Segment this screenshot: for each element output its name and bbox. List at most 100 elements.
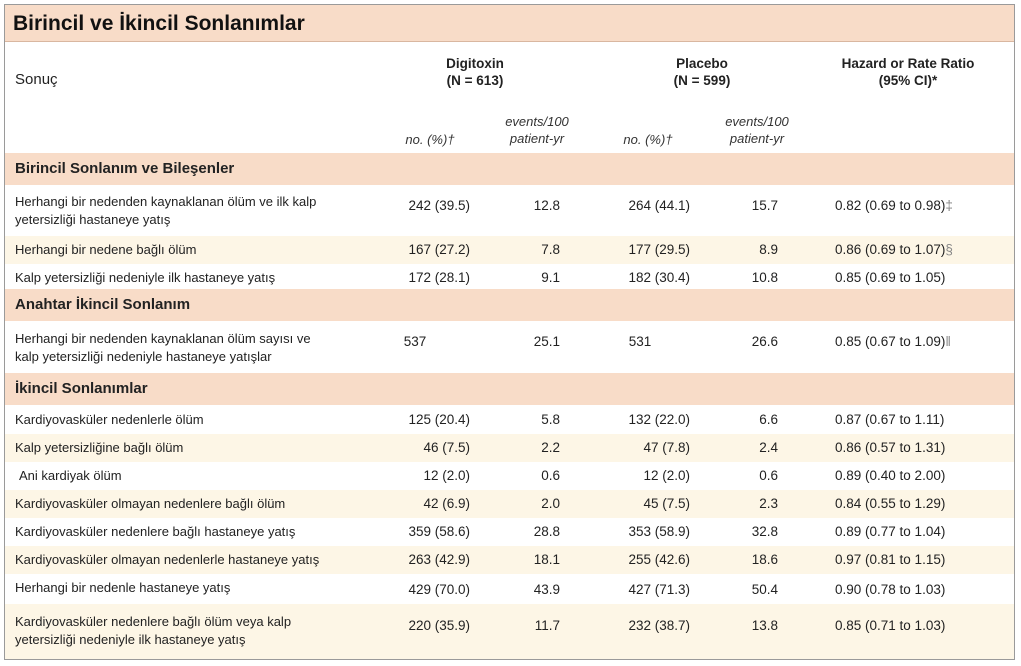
row-label-line2: kalp yetersizliği nedeniyle hastaneye ya…	[15, 349, 272, 364]
row-label: Herhangi bir nedenden kaynaklanan ölüm v…	[15, 193, 316, 229]
placebo-events-header: events/100 patient-yr	[717, 113, 797, 147]
placebo-header: Placebo (N = 599)	[642, 55, 762, 89]
placebo-events: 15.7	[751, 198, 778, 213]
hazard-ratio: 0.85 (0.67 to 1.09)‖	[835, 334, 995, 349]
section-secondary: İkincil Sonlanımlar	[5, 373, 1014, 405]
footnote-symbol: §	[945, 242, 953, 257]
digitoxin-events: 25.1	[533, 334, 560, 349]
digitoxin-events-header: events/100 patient-yr	[497, 113, 577, 147]
placebo-events: 8.9	[759, 242, 778, 257]
digitoxin-no: 263 (42.9)	[408, 552, 470, 567]
digitoxin-events: 7.8	[541, 242, 560, 257]
hazard-ratio: 0.90 (0.78 to 1.03)	[835, 582, 946, 597]
table-row: Herhangi bir nedenle hastaneye yatış 429…	[5, 574, 1014, 604]
placebo-no: 132 (22.0)	[628, 412, 690, 427]
row-label-line2: yetersizliği nedeniyle ilk hastaneye yat…	[15, 632, 246, 647]
placebo-label: Placebo	[676, 56, 728, 71]
table-row: Kardiyovasküler nedenlere bağlı hastaney…	[5, 518, 1014, 546]
hazard-ratio: 0.82 (0.69 to 0.98)‡	[835, 198, 995, 213]
hazard-ratio: 0.86 (0.69 to 1.07)§	[835, 242, 995, 257]
row-label: Kalp yetersizliği nedeniyle ilk hastaney…	[15, 270, 276, 285]
hazard-ratio-value: 0.85 (0.69 to 1.05)	[835, 270, 946, 285]
digitoxin-events: 0.6	[541, 468, 560, 483]
hazard-ratio: 0.89 (0.77 to 1.04)	[835, 524, 946, 539]
digitoxin-events: 11.7	[534, 618, 560, 633]
row-label: Kardiyovasküler nedenlere bağlı ölüm vey…	[15, 613, 291, 649]
digitoxin-events: 2.2	[541, 440, 560, 455]
digitoxin-events: 5.8	[541, 412, 560, 427]
placebo-no: 232 (38.7)	[628, 618, 690, 633]
placebo-no: 531	[628, 334, 652, 349]
row-label-line1: Herhangi bir nedenden kaynaklanan ölüm s…	[15, 331, 311, 346]
hazard-ratio: 0.97 (0.81 to 1.15)	[835, 552, 946, 567]
digitoxin-events: 9.1	[541, 270, 560, 285]
table-row: Kardiyovasküler olmayan nedenlerle hasta…	[5, 546, 1014, 574]
digitoxin-events: 2.0	[541, 496, 560, 511]
footnote-symbol: ‖	[945, 334, 951, 349]
table-row: Kardiyovasküler nedenlere bağlı ölüm vey…	[5, 604, 1014, 659]
placebo-no: 264 (44.1)	[628, 198, 690, 213]
table-row: Kalp yetersizliği nedeniyle ilk hastaney…	[5, 264, 1014, 292]
placebo-no: 353 (58.9)	[628, 524, 690, 539]
digitoxin-no: 167 (27.2)	[408, 242, 470, 257]
placebo-events: 2.4	[759, 440, 778, 455]
hazard-ratio: 0.86 (0.57 to 1.31)	[835, 440, 946, 455]
placebo-n: (N = 599)	[673, 73, 731, 88]
section-primary: Birincil Sonlanım ve Bileşenler	[5, 153, 1014, 185]
table-row: Kardiyovasküler olmayan nedenlere bağlı …	[5, 490, 1014, 518]
digitoxin-no: 359 (58.6)	[408, 524, 470, 539]
placebo-events: 26.6	[751, 334, 778, 349]
ratio-label: Hazard or Rate Ratio	[841, 56, 975, 71]
footnote-symbol: ‡	[945, 198, 953, 213]
placebo-events: 2.3	[759, 496, 778, 511]
row-label: Kardiyovasküler nedenlerle ölüm	[15, 412, 204, 427]
digitoxin-header: Digitoxin (N = 613)	[415, 55, 535, 89]
hazard-ratio: 0.85 (0.69 to 1.05)	[835, 270, 995, 285]
row-label: Kardiyovasküler olmayan nedenlere bağlı …	[15, 496, 286, 511]
placebo-no: 12 (2.0)	[643, 468, 690, 483]
row-label: Herhangi bir nedenle hastaneye yatış	[15, 580, 231, 595]
events-line1: events/100	[725, 114, 789, 129]
row-label-line1: Kardiyovasküler nedenlere bağlı ölüm vey…	[15, 614, 292, 629]
placebo-no: 47 (7.8)	[643, 440, 690, 455]
table-title: Birincil ve İkincil Sonlanımlar	[5, 5, 1014, 42]
events-line2: patient-yr	[509, 131, 565, 146]
digitoxin-label: Digitoxin	[446, 56, 504, 71]
digitoxin-events: 43.9	[533, 582, 560, 597]
ratio-header: Hazard or Rate Ratio (95% CI)*	[823, 55, 993, 89]
hazard-ratio-value: 0.82 (0.69 to 0.98)	[835, 198, 946, 213]
table-row: Kalp yetersizliğine bağlı ölüm 46 (7.5) …	[5, 434, 1014, 462]
hazard-ratio: 0.84 (0.55 to 1.29)	[835, 496, 946, 511]
row-label: Herhangi bir nedenden kaynaklanan ölüm s…	[15, 330, 311, 366]
digitoxin-events: 12.8	[533, 198, 560, 213]
digitoxin-no-pct-header: no. (%)†	[405, 132, 455, 147]
digitoxin-no: 537	[403, 334, 427, 349]
table-row: Kardiyovasküler nedenlerle ölüm 125 (20.…	[5, 406, 1014, 434]
hazard-ratio: 0.85 (0.71 to 1.03)	[835, 618, 946, 633]
placebo-events: 50.4	[751, 582, 778, 597]
table-row: Herhangi bir nedene bağlı ölüm 167 (27.2…	[5, 236, 1014, 264]
digitoxin-n: (N = 613)	[446, 73, 504, 88]
hazard-ratio-value: 0.86 (0.69 to 1.07)	[835, 242, 946, 257]
digitoxin-no: 220 (35.9)	[408, 618, 470, 633]
row-label: Herhangi bir nedene bağlı ölüm	[15, 242, 197, 257]
placebo-events: 32.8	[751, 524, 778, 539]
digitoxin-no: 46 (7.5)	[423, 440, 470, 455]
digitoxin-no: 172 (28.1)	[408, 270, 470, 285]
digitoxin-events: 18.1	[533, 552, 560, 567]
placebo-events: 0.6	[759, 468, 778, 483]
row-label: Kardiyovasküler olmayan nedenlerle hasta…	[15, 552, 320, 567]
outcome-header: Sonuç	[15, 71, 58, 88]
placebo-events: 10.8	[751, 270, 778, 285]
table-row: Herhangi bir nedenden kaynaklanan ölüm v…	[5, 186, 1014, 236]
events-line1: events/100	[505, 114, 569, 129]
placebo-events: 18.6	[751, 552, 778, 567]
table-row: Ani kardiyak ölüm 12 (2.0) 0.6 12 (2.0) …	[5, 462, 1014, 490]
placebo-no: 255 (42.6)	[628, 552, 690, 567]
placebo-events: 6.6	[759, 412, 778, 427]
hazard-ratio: 0.87 (0.67 to 1.11)	[835, 412, 945, 427]
outcomes-table: Birincil ve İkincil Sonlanımlar Sonuç Di…	[4, 4, 1015, 660]
hazard-ratio-value: 0.85 (0.67 to 1.09)	[835, 334, 946, 349]
row-label-line2: yetersizliği hastaneye yatış	[15, 212, 171, 227]
row-label: Ani kardiyak ölüm	[19, 468, 122, 483]
